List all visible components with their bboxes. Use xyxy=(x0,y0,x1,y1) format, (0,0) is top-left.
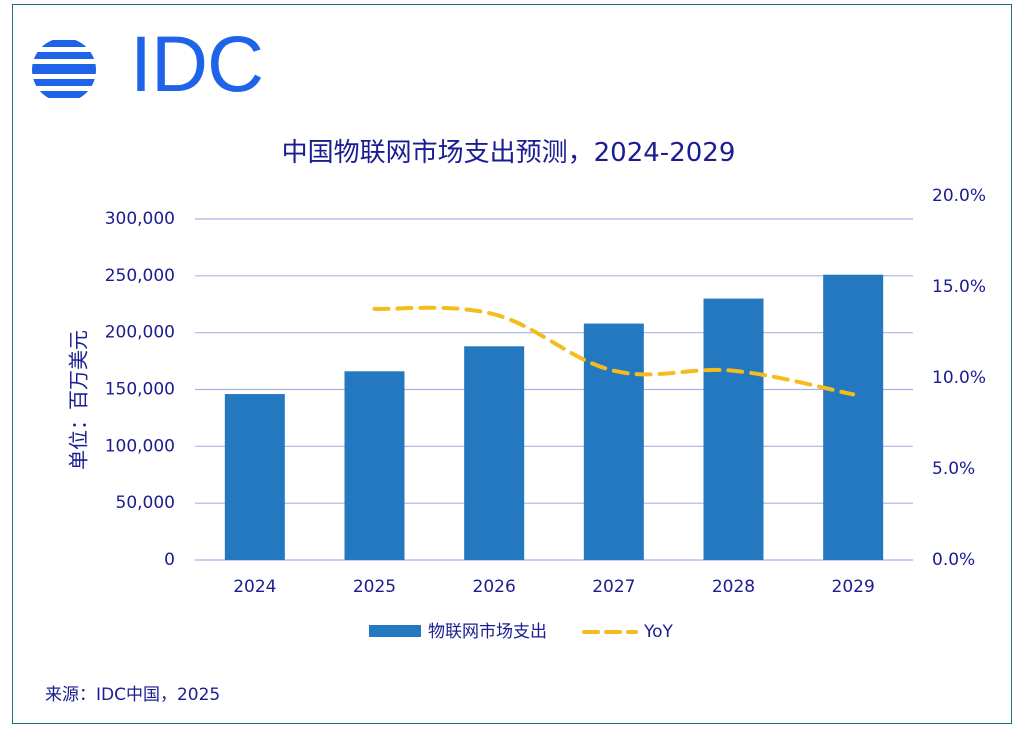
y2-tick-label: 0.0% xyxy=(932,550,975,570)
x-tick-label: 2027 xyxy=(592,577,635,597)
y-axis-left: 0 50,000 100,000 150,000 200,000 250,000 300,0… xyxy=(105,209,175,570)
y2-tick-label: 10.0% xyxy=(932,368,986,388)
y-tick-label: 200,000 xyxy=(105,323,175,343)
y2-tick-label: 20.0% xyxy=(932,186,986,206)
y-tick-label: 250,000 xyxy=(105,266,175,286)
bar-2025 xyxy=(344,371,405,560)
bar-2026 xyxy=(464,346,525,560)
x-axis: 2024 2025 2026 2027 2028 2029 xyxy=(233,577,875,597)
y2-tick-label: 5.0% xyxy=(932,459,975,479)
y-tick-label: 100,000 xyxy=(105,436,175,456)
idc-logo: IDC xyxy=(30,24,264,106)
bar-series xyxy=(224,274,884,560)
y-tick-label: 150,000 xyxy=(105,380,175,400)
legend-yoy-label: YoY xyxy=(643,622,674,642)
bar-2028 xyxy=(703,298,764,560)
source-note: 来源：IDC中国，2025 xyxy=(45,685,221,705)
bar-2027 xyxy=(583,323,644,560)
y-axis-right: 0.0% 5.0% 10.0% 15.0% 20.0% xyxy=(932,186,986,570)
yoy-series xyxy=(372,305,856,397)
y-tick-label: 300,000 xyxy=(105,209,175,229)
idc-globe-icon xyxy=(32,40,96,98)
gridlines xyxy=(195,218,913,561)
chart-title: 中国物联网市场支出预测，2024-2029 xyxy=(281,138,736,168)
legend-bar-swatch xyxy=(369,625,421,637)
y-axis-title: 单位：百万美元 xyxy=(67,330,91,470)
y-tick-label: 0 xyxy=(164,550,175,570)
x-tick-label: 2024 xyxy=(233,577,276,597)
legend: 物联网市场支出 YoY xyxy=(369,622,674,642)
bar-2024 xyxy=(224,394,285,560)
y2-tick-label: 15.0% xyxy=(932,277,986,297)
bar-2029 xyxy=(823,274,884,560)
legend-bar-label: 物联网市场支出 xyxy=(428,622,547,642)
x-tick-label: 2029 xyxy=(832,577,875,597)
x-tick-label: 2026 xyxy=(473,577,516,597)
x-tick-label: 2028 xyxy=(712,577,755,597)
logo-wordmark: IDC xyxy=(130,19,264,108)
y-tick-label: 50,000 xyxy=(116,493,175,513)
x-tick-label: 2025 xyxy=(353,577,396,597)
